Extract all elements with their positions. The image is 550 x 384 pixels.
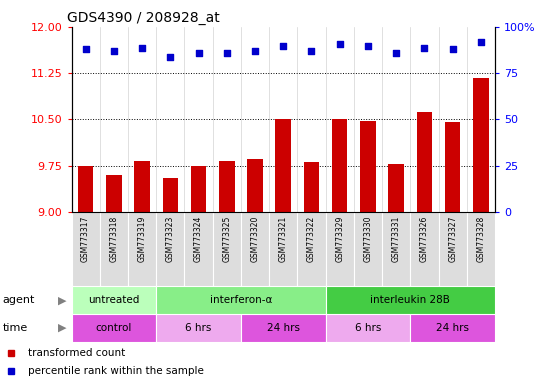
Text: interferon-α: interferon-α [210, 295, 272, 305]
Text: agent: agent [3, 295, 35, 305]
Text: GSM773326: GSM773326 [420, 215, 429, 262]
Point [420, 45, 429, 51]
Text: 24 hrs: 24 hrs [436, 323, 469, 333]
Bar [248, 159, 263, 212]
Bar [326, 286, 495, 314]
Bar [219, 161, 234, 212]
Bar [298, 212, 326, 286]
Point [194, 50, 203, 56]
Text: GSM773325: GSM773325 [222, 215, 232, 262]
Bar [156, 212, 184, 286]
Point [81, 46, 90, 53]
Text: ▶: ▶ [58, 295, 66, 305]
Point [476, 39, 485, 45]
Text: GDS4390 / 208928_at: GDS4390 / 208928_at [67, 11, 220, 25]
Text: GSM773319: GSM773319 [138, 215, 147, 262]
Bar [388, 164, 404, 212]
Bar [106, 175, 122, 212]
Bar [100, 212, 128, 286]
Point [251, 48, 260, 54]
Bar [184, 212, 213, 286]
Text: 6 hrs: 6 hrs [185, 323, 212, 333]
Text: GSM773317: GSM773317 [81, 215, 90, 262]
Bar [332, 119, 348, 212]
Text: time: time [3, 323, 28, 333]
Point [166, 54, 175, 60]
Bar [163, 178, 178, 212]
Text: GSM773322: GSM773322 [307, 215, 316, 262]
Bar [326, 314, 410, 342]
Point [138, 45, 146, 51]
Point [336, 41, 344, 47]
Text: GSM773321: GSM773321 [279, 215, 288, 262]
Bar [72, 286, 156, 314]
Bar [304, 162, 319, 212]
Text: 6 hrs: 6 hrs [355, 323, 381, 333]
Bar [354, 212, 382, 286]
Bar [410, 314, 495, 342]
Text: GSM773320: GSM773320 [250, 215, 260, 262]
Bar [213, 212, 241, 286]
Bar [134, 161, 150, 212]
Point [448, 46, 457, 53]
Text: GSM773328: GSM773328 [476, 215, 486, 262]
Bar [191, 166, 206, 212]
Text: GSM773327: GSM773327 [448, 215, 457, 262]
Bar [156, 314, 241, 342]
Text: control: control [96, 323, 132, 333]
Bar [72, 314, 156, 342]
Text: GSM773318: GSM773318 [109, 215, 118, 262]
Point [279, 43, 288, 49]
Text: transformed count: transformed count [28, 348, 125, 358]
Bar [241, 212, 269, 286]
Bar [382, 212, 410, 286]
Bar [417, 112, 432, 212]
Text: GSM773331: GSM773331 [392, 215, 401, 262]
Text: 24 hrs: 24 hrs [267, 323, 300, 333]
Bar [276, 119, 291, 212]
Bar [473, 78, 488, 212]
Point [307, 48, 316, 54]
Text: GSM773323: GSM773323 [166, 215, 175, 262]
Text: GSM773330: GSM773330 [364, 215, 372, 262]
Point [364, 43, 372, 49]
Bar [360, 121, 376, 212]
Text: interleukin 28B: interleukin 28B [370, 295, 450, 305]
Text: percentile rank within the sample: percentile rank within the sample [28, 366, 204, 376]
Bar [128, 212, 156, 286]
Bar [156, 286, 326, 314]
Bar [78, 166, 94, 212]
Bar [326, 212, 354, 286]
Text: GSM773329: GSM773329 [335, 215, 344, 262]
Bar [467, 212, 495, 286]
Point [222, 50, 231, 56]
Text: GSM773324: GSM773324 [194, 215, 203, 262]
Bar [72, 212, 100, 286]
Text: untreated: untreated [88, 295, 140, 305]
Point [109, 48, 118, 54]
Bar [269, 212, 298, 286]
Point [392, 50, 400, 56]
Bar [410, 212, 438, 286]
Bar [438, 212, 467, 286]
Bar [445, 122, 460, 212]
Bar [241, 314, 326, 342]
Text: ▶: ▶ [58, 323, 66, 333]
